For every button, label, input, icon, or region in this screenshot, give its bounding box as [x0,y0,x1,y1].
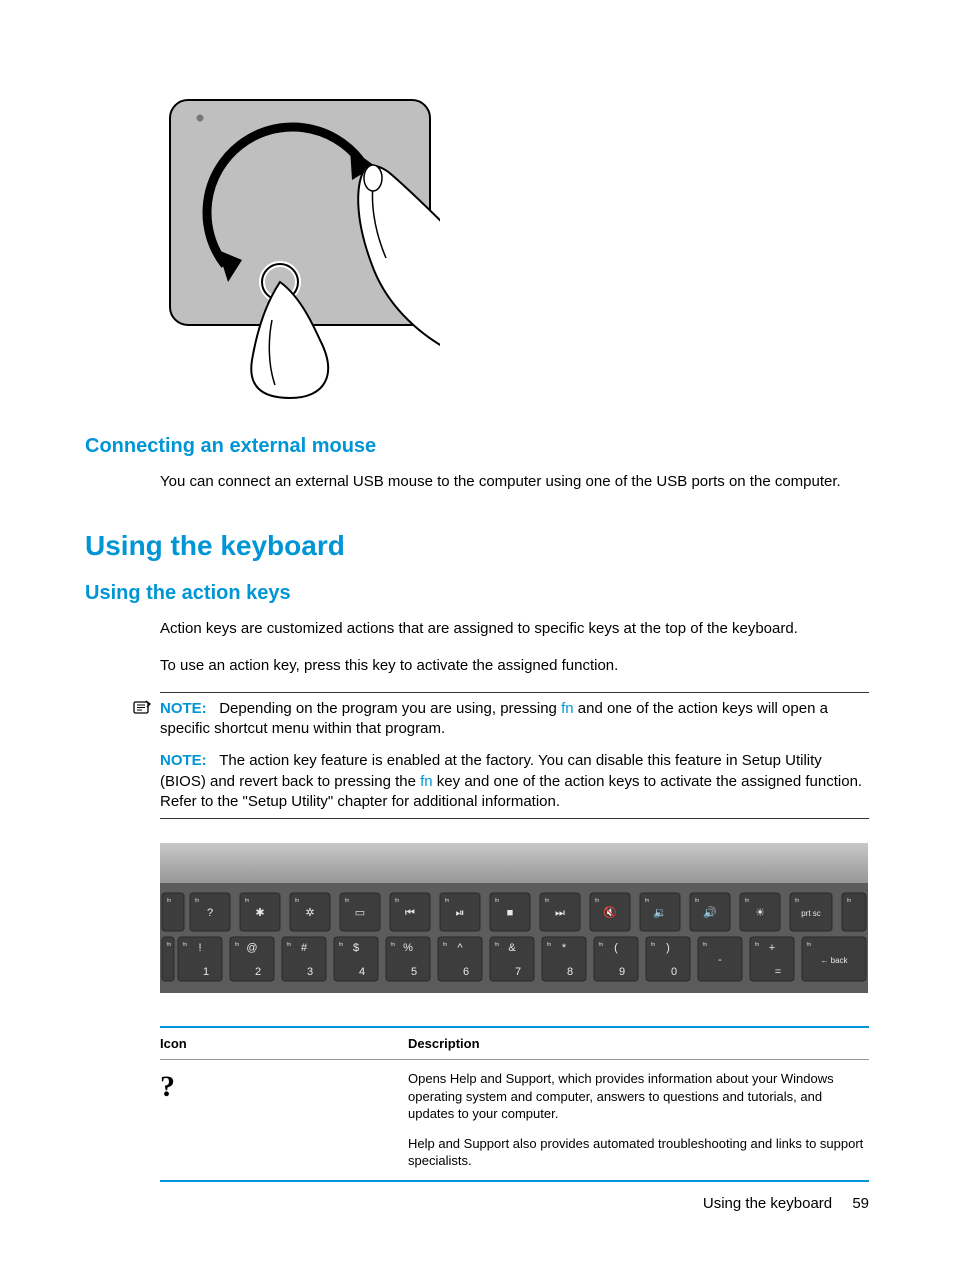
footer-section-title: Using the keyboard [703,1195,832,1212]
svg-text:+: + [769,942,775,954]
svg-text:7: 7 [515,966,521,978]
svg-text:$: $ [353,942,359,954]
svg-text:!: ! [198,942,201,954]
svg-text:0: 0 [671,966,677,978]
svg-text:🔉: 🔉 [653,907,667,919]
svg-text:1: 1 [203,966,209,978]
svg-text:(: ( [614,942,618,954]
svg-text:^: ^ [457,942,463,954]
svg-text:fn: fn [245,898,249,904]
svg-text:&: & [508,942,516,954]
svg-text:▭: ▭ [355,907,365,919]
svg-text:fn: fn [495,942,499,948]
svg-text:☀: ☀ [755,907,765,919]
heading-using-action-keys: Using the action keys [85,582,869,605]
note-block: NOTE: Depending on the program you are u… [160,692,869,819]
page-footer: Using the keyboard 59 [703,1195,869,1212]
svg-text:*: * [562,942,567,954]
svg-text:fn: fn [847,898,851,904]
svg-text:3: 3 [307,966,313,978]
svg-text:8: 8 [567,966,573,978]
svg-text:fn: fn [235,942,239,948]
svg-text:fn: fn [445,898,449,904]
svg-text:🔊: 🔊 [703,905,717,919]
fn-key-text: fn [420,773,433,790]
svg-text:🔇: 🔇 [603,906,617,919]
svg-text:%: % [403,942,413,954]
svg-text:fn: fn [287,942,291,948]
note-icon [132,699,152,723]
note-label: NOTE: [160,700,207,717]
body-text: To use an action key, press this key to … [160,656,869,676]
svg-text:fn: fn [745,898,749,904]
svg-text:fn: fn [545,898,549,904]
body-text: Action keys are customized actions that … [160,619,869,639]
svg-text:⏯: ⏯ [456,907,465,919]
svg-text:fn: fn [695,898,699,904]
svg-text:fn: fn [167,942,171,948]
svg-text:fn: fn [167,898,171,904]
svg-text:fn: fn [183,942,187,948]
svg-text:prt sc: prt sc [801,909,821,918]
svg-text:✱: ✱ [255,907,264,919]
action-key-table: Icon Description ? Opens Help and Suppor… [160,1026,869,1182]
svg-text:fn: fn [795,898,799,904]
svg-text:fn: fn [195,898,199,904]
svg-text:⏭: ⏭ [555,907,565,919]
table-row: ? Opens Help and Support, which provides… [160,1060,869,1181]
svg-text:fn: fn [807,942,811,948]
fn-key-text: fn [561,700,574,717]
svg-text:fn: fn [651,942,655,948]
svg-text:fn: fn [755,942,759,948]
svg-text:6: 6 [463,966,469,978]
svg-text:fn: fn [645,898,649,904]
svg-text:4: 4 [359,966,365,978]
table-cell-description: Opens Help and Support, which provides i… [408,1070,869,1123]
svg-text:-: - [718,954,722,966]
table-cell-description: Help and Support also provides automated… [408,1135,869,1170]
table-header-icon: Icon [160,1027,408,1060]
keyboard-function-row-photo: fn fn? fn ✱ fn ✲ fn ▭ fn ⏮ fn ⏯ fn ■ fn ⏭ fn 🔇 fn 🔉 fn 🔊 fn ☀ fn… [160,843,869,998]
svg-text:fn: fn [339,942,343,948]
svg-text:9: 9 [619,966,625,978]
heading-connecting-external-mouse: Connecting an external mouse [85,435,869,458]
svg-text:← back: ← back [820,956,848,965]
svg-text:fn: fn [547,942,551,948]
note-label: NOTE: [160,752,207,769]
help-question-icon: ? [160,1070,175,1103]
svg-text:fn: fn [443,942,447,948]
note-text: Depending on the program you are using, … [219,700,561,717]
touchpad-rotate-illustration [160,90,869,405]
svg-text:■: ■ [507,907,514,919]
svg-text:=: = [775,966,781,978]
svg-text:2: 2 [255,966,261,978]
svg-text:⏮: ⏮ [405,907,415,919]
svg-text:✲: ✲ [305,907,314,919]
page-number: 59 [852,1195,869,1212]
svg-text:fn: fn [295,898,299,904]
svg-text:fn: fn [599,942,603,948]
svg-text:fn: fn [395,898,399,904]
svg-text:fn: fn [703,942,707,948]
svg-text:5: 5 [411,966,417,978]
svg-text:@: @ [246,942,257,954]
svg-text:): ) [666,942,670,954]
svg-text:fn: fn [345,898,349,904]
svg-text:fn: fn [391,942,395,948]
svg-text:?: ? [207,907,213,919]
body-text: You can connect an external USB mouse to… [160,472,869,492]
svg-text:#: # [301,942,308,954]
heading-using-the-keyboard: Using the keyboard [85,530,869,562]
svg-text:fn: fn [595,898,599,904]
table-header-description: Description [408,1027,869,1060]
svg-text:fn: fn [495,898,499,904]
